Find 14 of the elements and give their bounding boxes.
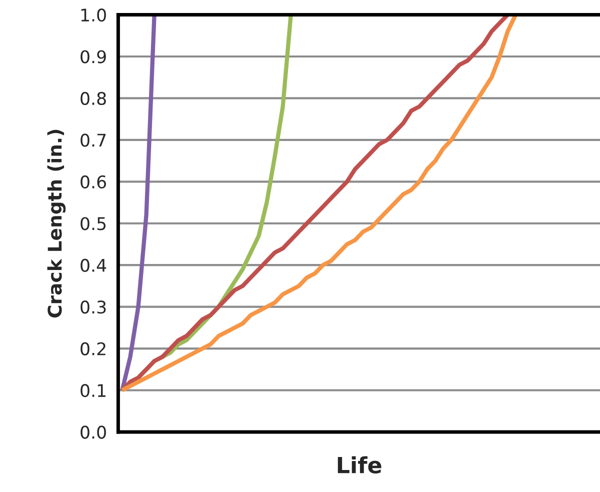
y-tick-label: 0.3	[80, 300, 106, 314]
y-tick-label: 0.6	[80, 175, 106, 188]
x-axis-title: Life	[338, 456, 382, 474]
y-tick-label: 0.9	[80, 50, 106, 64]
y-tick-label: 0.5	[80, 217, 106, 230]
y-tick-label: 0.1	[80, 384, 106, 398]
y-tick-label: 0.4	[80, 258, 106, 272]
y-tick-label: 0.8	[80, 92, 106, 106]
y-tick-label: 0.7	[80, 134, 106, 147]
y-tick-label: 0.0	[80, 426, 106, 439]
line-series	[120, 14, 156, 392]
y-axis-title: Crack Length (in.)	[47, 130, 66, 318]
y-tick-label: 0.2	[80, 342, 106, 356]
y-tick-label: 1.0	[81, 8, 106, 22]
